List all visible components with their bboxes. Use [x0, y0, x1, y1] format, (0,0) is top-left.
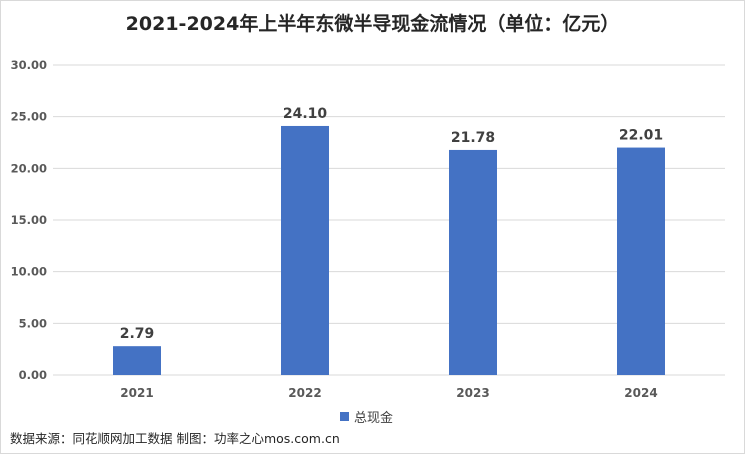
bar	[449, 149, 497, 375]
data-label: 24.10	[283, 106, 328, 122]
legend: 总现金	[340, 407, 393, 426]
bar	[113, 346, 161, 375]
x-tick-label: 2023	[456, 386, 489, 400]
source-note: 数据来源：同花顺网加工数据 制图：功率之心mos.com.cn	[10, 431, 340, 446]
y-tick-label: 25.00	[11, 110, 47, 124]
legend-swatch	[340, 412, 349, 421]
bar	[281, 125, 329, 375]
data-label: 21.78	[451, 130, 495, 146]
data-label: 22.01	[619, 128, 663, 144]
bar	[617, 147, 665, 375]
y-tick-label: 20.00	[11, 161, 47, 175]
data-label: 2.79	[120, 326, 155, 342]
y-tick-label: 15.00	[11, 213, 47, 227]
x-tick-label: 2022	[288, 386, 321, 400]
y-tick-label: 10.00	[11, 265, 47, 279]
chart-title: 2021-2024年上半年东微半导现金流情况（单位：亿元）	[125, 13, 620, 35]
x-tick-label: 2024	[624, 386, 657, 400]
legend-label: 总现金	[354, 411, 394, 426]
x-tick-label: 2021	[120, 386, 153, 400]
y-tick-label: 30.00	[11, 58, 47, 72]
y-tick-label: 5.00	[19, 316, 47, 330]
y-tick-label: 0.00	[19, 368, 47, 382]
